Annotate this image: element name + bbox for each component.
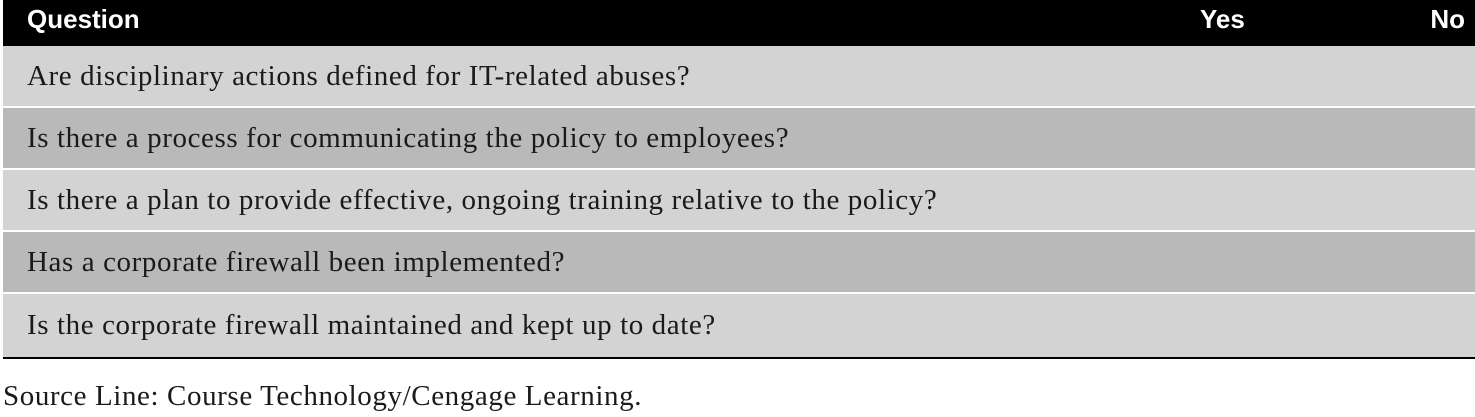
table-bottom-rule	[3, 357, 1475, 359]
table-row: Is there a plan to provide effective, on…	[3, 170, 1475, 232]
column-header-yes: Yes	[1200, 4, 1245, 34]
table-row: Has a corporate firewall been implemente…	[3, 232, 1475, 294]
column-header-no: No	[1430, 4, 1465, 34]
table-row: Is the corporate firewall maintained and…	[3, 294, 1475, 357]
source-line: Source Line: Course Technology/Cengage L…	[3, 380, 643, 412]
table-row: Are disciplinary actions defined for IT-…	[3, 46, 1475, 108]
table-header: Question Yes No	[3, 0, 1475, 46]
table-row: Is there a process for communicating the…	[3, 108, 1475, 170]
checklist-table: Question Yes No Are disciplinary actions…	[3, 0, 1475, 359]
column-header-question: Question	[27, 4, 140, 34]
